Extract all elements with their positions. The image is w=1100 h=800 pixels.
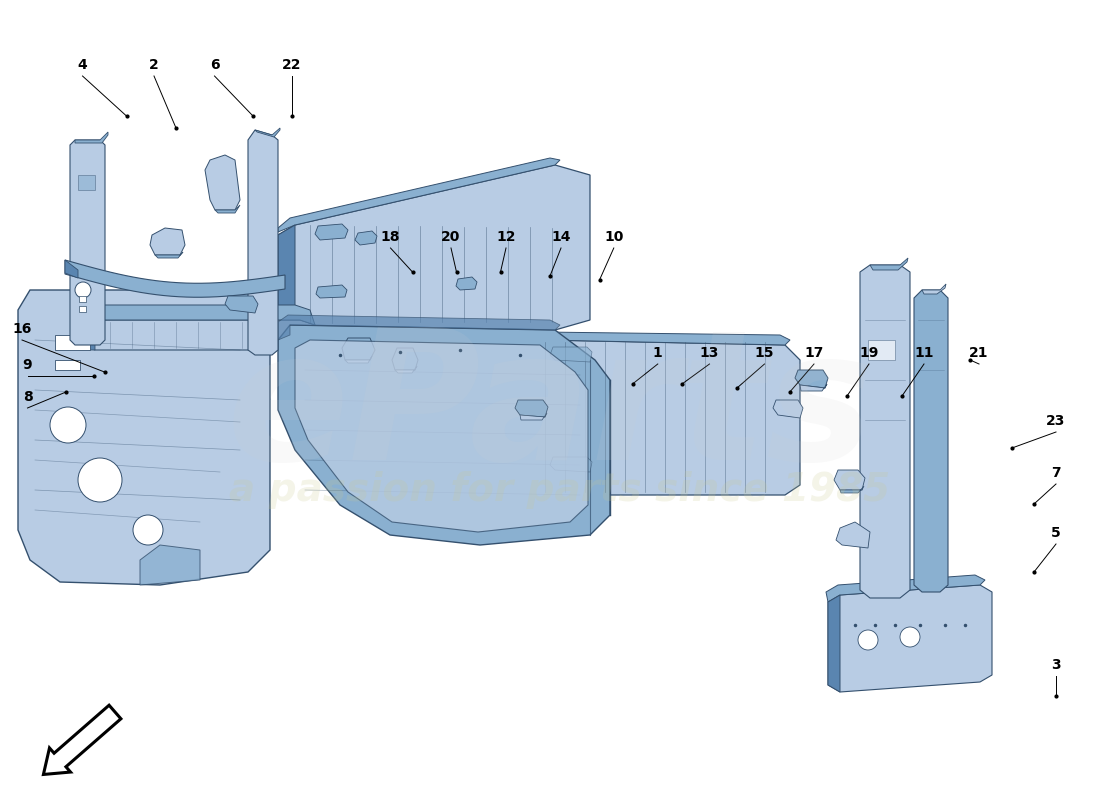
Polygon shape — [870, 258, 907, 270]
Polygon shape — [278, 325, 610, 545]
Text: 7: 7 — [1052, 466, 1060, 480]
Polygon shape — [834, 470, 865, 490]
Polygon shape — [316, 285, 346, 298]
Text: 5: 5 — [1052, 526, 1060, 540]
Polygon shape — [78, 305, 315, 330]
Circle shape — [133, 515, 163, 545]
Polygon shape — [456, 277, 477, 290]
Polygon shape — [550, 457, 592, 472]
Polygon shape — [255, 128, 280, 137]
Polygon shape — [80, 320, 315, 350]
Polygon shape — [295, 340, 588, 532]
Polygon shape — [278, 165, 590, 330]
Polygon shape — [342, 338, 375, 360]
Polygon shape — [520, 413, 547, 420]
Polygon shape — [528, 340, 800, 495]
Text: 21: 21 — [969, 346, 989, 360]
Polygon shape — [55, 335, 90, 350]
Text: 18: 18 — [381, 230, 400, 244]
Polygon shape — [528, 340, 544, 495]
Polygon shape — [840, 486, 864, 493]
Polygon shape — [65, 260, 78, 278]
Text: 16: 16 — [12, 322, 32, 336]
Text: 2: 2 — [150, 58, 158, 72]
Polygon shape — [828, 595, 840, 692]
Polygon shape — [828, 585, 992, 692]
FancyArrow shape — [43, 706, 121, 774]
Polygon shape — [315, 224, 348, 240]
Polygon shape — [795, 370, 828, 388]
Polygon shape — [345, 356, 372, 363]
Polygon shape — [355, 231, 377, 245]
Polygon shape — [922, 284, 946, 294]
Circle shape — [858, 630, 878, 650]
Polygon shape — [79, 306, 86, 312]
Circle shape — [78, 458, 122, 502]
Polygon shape — [528, 332, 790, 355]
Polygon shape — [278, 315, 560, 340]
Polygon shape — [826, 575, 984, 602]
Text: 3: 3 — [1052, 658, 1060, 672]
Circle shape — [900, 627, 920, 647]
Polygon shape — [18, 290, 270, 585]
Polygon shape — [55, 360, 80, 370]
Text: 22: 22 — [282, 58, 301, 72]
Polygon shape — [140, 545, 200, 585]
Polygon shape — [214, 205, 240, 213]
Text: 14: 14 — [551, 230, 571, 244]
Text: 8: 8 — [23, 390, 32, 404]
Polygon shape — [79, 296, 86, 302]
Text: 1: 1 — [653, 346, 662, 360]
Polygon shape — [836, 522, 870, 548]
Text: 19: 19 — [859, 346, 879, 360]
Text: 11: 11 — [914, 346, 934, 360]
Text: 17: 17 — [804, 346, 824, 360]
Polygon shape — [75, 132, 108, 143]
Polygon shape — [248, 130, 278, 355]
Polygon shape — [868, 340, 895, 360]
Polygon shape — [800, 384, 827, 391]
Text: 9: 9 — [23, 358, 32, 372]
Text: 12: 12 — [496, 230, 516, 244]
Polygon shape — [82, 305, 95, 350]
Circle shape — [50, 407, 86, 443]
Text: 23: 23 — [1046, 414, 1066, 428]
Polygon shape — [392, 348, 418, 370]
Text: 10: 10 — [604, 230, 624, 244]
Polygon shape — [70, 140, 104, 345]
Polygon shape — [515, 400, 548, 417]
Text: 20: 20 — [441, 230, 461, 244]
Polygon shape — [65, 260, 285, 298]
Text: 6: 6 — [210, 58, 219, 72]
Polygon shape — [773, 400, 803, 418]
Polygon shape — [278, 158, 560, 232]
Polygon shape — [860, 265, 910, 598]
Polygon shape — [278, 225, 295, 325]
Polygon shape — [395, 366, 417, 373]
Text: a passion for parts since 1985: a passion for parts since 1985 — [230, 471, 891, 509]
Text: 4: 4 — [78, 58, 87, 72]
Text: 13: 13 — [700, 346, 719, 360]
Polygon shape — [914, 290, 948, 592]
Circle shape — [75, 282, 91, 298]
Text: 15: 15 — [755, 346, 774, 360]
Polygon shape — [550, 347, 592, 362]
Polygon shape — [205, 155, 240, 210]
Polygon shape — [226, 296, 258, 313]
Polygon shape — [150, 228, 185, 255]
Polygon shape — [78, 175, 95, 190]
Text: eParts: eParts — [227, 322, 873, 498]
Polygon shape — [155, 252, 183, 258]
Polygon shape — [220, 285, 252, 305]
